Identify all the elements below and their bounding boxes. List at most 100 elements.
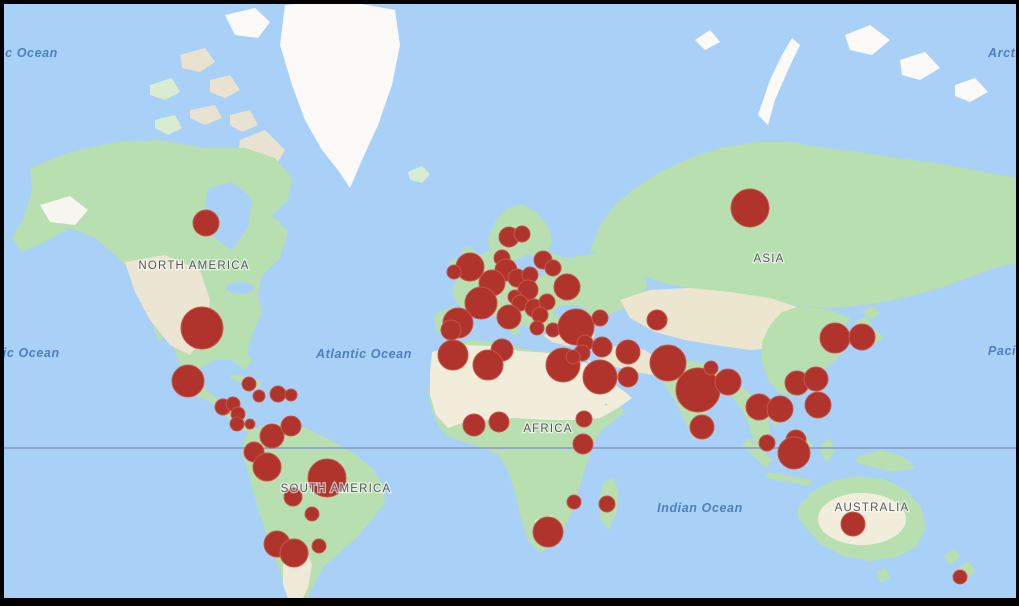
landmass-iceland <box>408 166 430 183</box>
data-bubble[interactable] <box>565 349 581 365</box>
ocean-label-fic-ocean: fic Ocean <box>4 346 60 360</box>
landmass-tasmania <box>876 568 890 583</box>
data-bubble[interactable] <box>252 389 266 403</box>
data-bubble[interactable] <box>689 414 715 440</box>
landmass-arctic-island <box>155 115 182 135</box>
map-canvas[interactable]: NORTH AMERICA SOUTH AMERICA AFRICA ASIA AUST… <box>4 4 1016 598</box>
data-bubble[interactable] <box>472 349 504 381</box>
data-bubble[interactable] <box>598 495 616 513</box>
continent-label-south-america: SOUTH AMERICA <box>281 483 392 495</box>
landmass-arctic-island <box>190 105 222 125</box>
continent-label-australia: AUSTRALIA <box>835 502 910 514</box>
landmass-greenland <box>280 4 400 188</box>
data-bubble[interactable] <box>455 252 485 282</box>
data-bubble[interactable] <box>517 279 539 301</box>
data-bubble[interactable] <box>531 306 549 324</box>
data-bubble[interactable] <box>532 516 564 548</box>
labels-layer: NORTH AMERICA SOUTH AMERICA AFRICA ASIA AUST… <box>4 46 1016 515</box>
data-bubble[interactable] <box>714 368 742 396</box>
data-bubble[interactable] <box>777 436 811 470</box>
data-bubble[interactable] <box>591 309 609 327</box>
ocean-label-ic-ocean: ic Ocean <box>4 46 58 60</box>
data-bubble[interactable] <box>269 385 287 403</box>
landmass-java <box>766 472 812 486</box>
data-bubble[interactable] <box>615 339 641 365</box>
data-bubble[interactable] <box>440 319 462 341</box>
data-bubble[interactable] <box>730 188 770 228</box>
data-bubble[interactable] <box>804 391 832 419</box>
data-bubble[interactable] <box>758 434 776 452</box>
data-bubble[interactable] <box>952 569 968 585</box>
landmass-arctic-island <box>845 25 890 55</box>
data-bubble[interactable] <box>437 339 469 371</box>
landmass-sakhalin <box>902 225 914 258</box>
data-bubble[interactable] <box>544 259 562 277</box>
continent-label-asia: ASIA <box>753 253 784 265</box>
data-bubble[interactable] <box>591 336 613 358</box>
data-bubble[interactable] <box>283 487 303 507</box>
continent-label-africa: AFRICA <box>523 423 572 435</box>
data-bubble[interactable] <box>259 423 285 449</box>
ocean-label-arctic: Arctic <box>987 46 1016 60</box>
continent-label-north-america: NORTH AMERICA <box>138 260 249 272</box>
data-bubble[interactable] <box>192 209 220 237</box>
data-bubble[interactable] <box>252 452 282 482</box>
alaska-ice <box>40 196 88 225</box>
landmass-arctic-island <box>210 75 240 98</box>
great-lakes <box>226 282 254 294</box>
bubbles-layer <box>171 188 968 585</box>
landmass-arctic-island <box>225 8 270 38</box>
data-bubble[interactable] <box>566 494 582 510</box>
data-bubble[interactable] <box>244 418 256 430</box>
data-bubble[interactable] <box>617 366 639 388</box>
data-bubble[interactable] <box>646 309 668 331</box>
data-bubble[interactable] <box>171 364 205 398</box>
landmass-arctic-island <box>180 48 215 72</box>
data-bubble[interactable] <box>311 538 327 554</box>
ocean-label-atlantic-ocean: Atlantic Ocean <box>315 347 412 361</box>
data-bubble[interactable] <box>513 225 531 243</box>
data-bubble[interactable] <box>766 395 794 423</box>
data-bubble[interactable] <box>464 286 498 320</box>
data-bubble[interactable] <box>848 323 876 351</box>
data-bubble[interactable] <box>649 344 687 382</box>
data-bubble[interactable] <box>462 413 486 437</box>
caspian-sea <box>609 315 625 349</box>
data-bubble[interactable] <box>304 506 320 522</box>
landmass-indochina <box>722 378 770 450</box>
landmass-sulawesi <box>820 438 835 462</box>
data-bubble[interactable] <box>279 538 309 568</box>
data-bubble[interactable] <box>241 376 257 392</box>
data-bubble[interactable] <box>496 304 522 330</box>
landmass-arctic-island <box>150 78 180 100</box>
data-bubble[interactable] <box>284 388 298 402</box>
data-bubble[interactable] <box>575 410 593 428</box>
landmass-svalbard <box>695 30 720 50</box>
data-bubble[interactable] <box>553 273 581 301</box>
landmass-sumatra <box>742 438 772 468</box>
landmass-new-zealand <box>944 548 960 566</box>
data-bubble[interactable] <box>488 411 510 433</box>
data-bubble[interactable] <box>307 458 347 498</box>
data-bubble[interactable] <box>803 366 829 392</box>
data-bubble[interactable] <box>280 415 302 437</box>
data-bubble[interactable] <box>229 416 245 432</box>
world-map[interactable]: NORTH AMERICA SOUTH AMERICA AFRICA ASIA AUST… <box>4 4 1016 598</box>
hudson-bay <box>204 182 252 250</box>
data-bubble[interactable] <box>840 511 866 537</box>
data-bubble[interactable] <box>180 306 224 350</box>
data-bubble[interactable] <box>703 360 719 376</box>
data-bubble[interactable] <box>582 359 618 395</box>
data-bubble[interactable] <box>819 322 851 354</box>
data-bubble[interactable] <box>446 264 462 280</box>
ocean-label-pacifi: Pacifi <box>988 344 1016 358</box>
data-bubble[interactable] <box>529 320 545 336</box>
landmass-arctic-island <box>955 78 988 102</box>
landmass-new-guinea <box>856 450 916 472</box>
data-bubble[interactable] <box>572 433 594 455</box>
data-bubble[interactable] <box>538 293 556 311</box>
landmass-novaya-zemlya <box>758 38 800 125</box>
landmass-arctic-island <box>230 110 258 132</box>
landmass-japan <box>862 306 880 320</box>
